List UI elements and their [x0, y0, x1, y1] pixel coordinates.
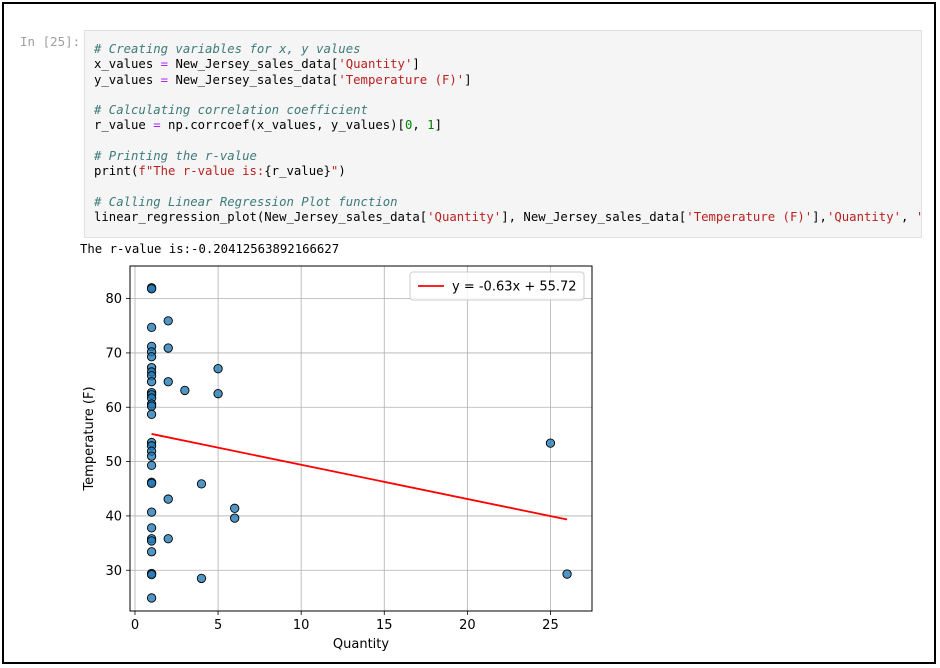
code-token: ]	[464, 72, 472, 87]
code-token: =	[160, 72, 169, 87]
data-point	[180, 385, 190, 396]
data-points	[146, 283, 572, 603]
code-token: x_values	[94, 57, 161, 72]
code-token: ,	[412, 118, 428, 133]
data-point	[146, 569, 157, 580]
grid-lines	[130, 266, 592, 611]
y-axis-label: Temperature (F)	[82, 386, 97, 491]
data-point	[146, 460, 157, 471]
y-tick-label: 30	[105, 564, 122, 579]
code-token: # Printing the r-value	[94, 149, 257, 164]
legend: y = -0.63x + 55.72	[409, 271, 585, 301]
y-tick-label: 40	[105, 509, 122, 524]
x-tick-label: 20	[459, 618, 476, 633]
data-point	[146, 547, 157, 557]
code-token: 'Quantity'	[826, 210, 902, 225]
code-token: f"The r-value is:	[138, 164, 265, 179]
code-token: 'Temperature (F)'	[338, 72, 465, 87]
code-token: New_Jersey_sales_data[	[168, 72, 339, 87]
data-point	[545, 438, 556, 448]
code-token: =	[160, 57, 169, 72]
code-token: print(	[94, 164, 139, 179]
code-token: 'T	[916, 210, 921, 224]
y-tick-label: 70	[105, 346, 122, 361]
y-tick-label: 60	[105, 401, 122, 416]
y-axis-ticks: 30 40 50 60 70 80	[105, 292, 130, 579]
data-point	[163, 316, 173, 326]
data-point	[146, 536, 157, 546]
data-point	[196, 573, 207, 584]
code-token: linear_regression_plot(New_Jersey_sales_…	[94, 210, 428, 225]
data-point	[146, 284, 157, 294]
data-point	[562, 569, 572, 579]
data-point	[163, 494, 173, 504]
data-point	[146, 377, 157, 387]
data-point	[146, 523, 157, 533]
code-token: # Creating variables for x, y values	[94, 42, 361, 56]
regression-line	[151, 433, 568, 521]
code-token: 0	[404, 118, 413, 133]
code-editor[interactable]: # Creating variables for x, y values x_v…	[85, 31, 921, 226]
x-tick-label: 5	[214, 618, 222, 633]
x-tick-label: 25	[542, 618, 559, 633]
legend-label: y = -0.63x + 55.72	[452, 280, 577, 295]
cell-prompt: In [25]:	[20, 34, 81, 49]
cell-output-text: The r-value is:-0.20412563892166627	[80, 242, 340, 256]
code-token: "	[330, 164, 339, 179]
data-point	[163, 377, 173, 387]
code-token: 'Quantity'	[427, 210, 502, 225]
regression-line-group	[151, 433, 568, 521]
x-tick-label: 15	[376, 618, 393, 633]
code-token: ]	[434, 118, 442, 133]
data-point	[146, 322, 157, 333]
code-token: ],	[812, 210, 827, 225]
plot-frame	[129, 265, 593, 612]
code-token: ,	[901, 210, 916, 225]
code-token: ]	[412, 57, 420, 72]
code-token: )	[338, 164, 346, 179]
code-token: 1	[427, 118, 435, 133]
code-token: y_values	[94, 72, 161, 87]
data-point	[146, 478, 157, 488]
code-token: r_value	[94, 118, 154, 133]
code-token: ], New_Jersey_sales_data[	[501, 210, 687, 225]
scatter-chart: 0 5 10 15 20 25 30 40 50 60 70 80 y = -0.63x + 55.…	[82, 265, 593, 652]
code-token: 'Quantity'	[338, 57, 413, 72]
x-axis-label: Quantity	[333, 637, 389, 652]
y-tick-label: 50	[105, 455, 122, 470]
code-token: {r_value}	[264, 164, 331, 179]
data-point	[146, 507, 157, 517]
code-token: # Calculating correlation coefficient	[94, 103, 368, 118]
data-point	[196, 479, 207, 489]
x-axis-ticks: 0 5 10 15 20 25	[131, 611, 559, 633]
code-token: # Calling Linear Regression Plot functio…	[94, 194, 398, 209]
code-token: =	[153, 118, 161, 133]
data-point	[163, 534, 173, 544]
data-point	[230, 513, 240, 523]
x-tick-label: 10	[293, 618, 310, 633]
code-token: 'Temperature (F)'	[686, 210, 813, 225]
data-point	[213, 364, 223, 374]
y-tick-label: 80	[105, 292, 122, 307]
data-point	[146, 352, 157, 362]
data-point	[146, 451, 157, 461]
code-token: New_Jersey_sales_data[	[168, 57, 339, 72]
code-token: np.corrcoef(x_values, y_values)[	[160, 118, 405, 133]
data-point	[230, 503, 240, 513]
data-point	[146, 401, 157, 411]
data-point	[146, 593, 157, 603]
code-cell[interactable]: # Creating variables for x, y values x_v…	[84, 30, 922, 238]
legend-box	[409, 271, 585, 301]
data-point	[213, 389, 223, 399]
data-point	[163, 343, 173, 353]
data-point	[146, 409, 157, 419]
x-tick-label: 0	[131, 618, 139, 633]
